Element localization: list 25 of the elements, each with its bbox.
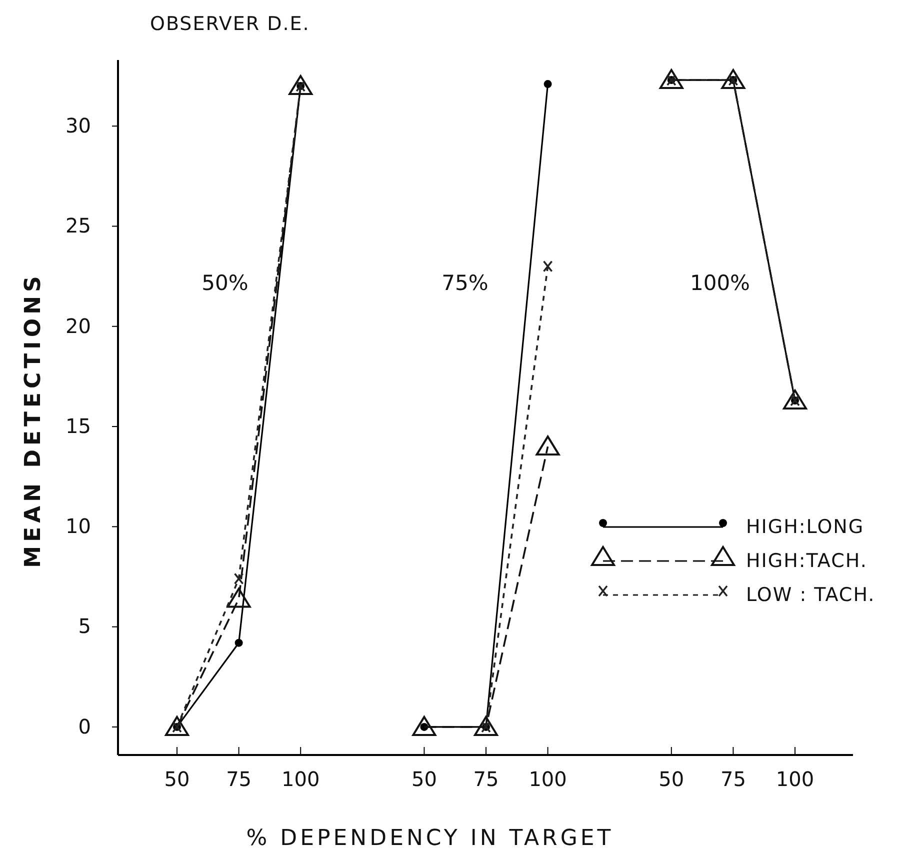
- annotation: 75%: [442, 271, 488, 295]
- x-tick-label: 75: [720, 767, 746, 791]
- y-tick-label: 30: [66, 113, 91, 138]
- y-tick-label: 20: [66, 314, 91, 338]
- x-tick-label: 75: [473, 767, 499, 791]
- y-tick-label: 15: [66, 414, 91, 438]
- x-tick-label: 75: [226, 767, 252, 791]
- x-axis-title: % DEPENDENCY IN TARGET: [246, 826, 614, 851]
- x-tick-label: 50: [411, 767, 437, 791]
- y-tick-label: 5: [78, 614, 91, 638]
- x-tick-label: 100: [776, 767, 814, 791]
- annotation: 50%: [202, 271, 248, 295]
- annotation: 100%: [690, 271, 750, 295]
- legend-label: HIGH:LONG: [746, 516, 864, 538]
- x-tick-label: 100: [528, 767, 567, 791]
- legend-label: LOW : TACH.: [746, 584, 876, 606]
- y-tick-label: 0: [78, 714, 91, 738]
- legend-label: HIGH:TACH.: [746, 550, 868, 572]
- x-tick-label: 50: [658, 767, 684, 791]
- y-tick-label: 10: [66, 514, 91, 538]
- y-axis-title: MEAN DETECTIONS: [21, 272, 46, 568]
- chart-title: OBSERVER D.E.: [150, 13, 310, 35]
- y-tick-label: 25: [66, 214, 91, 238]
- x-tick-label: 50: [164, 767, 190, 791]
- x-tick-label: 100: [282, 767, 320, 791]
